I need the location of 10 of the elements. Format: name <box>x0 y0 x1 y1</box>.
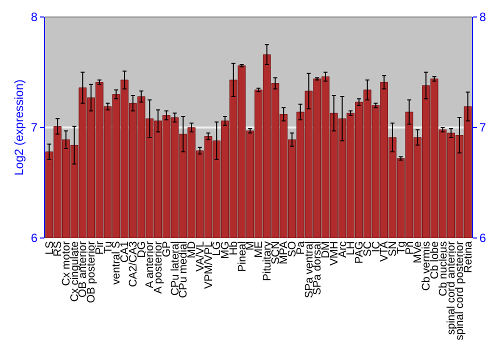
y-axis-title: Log2 (expression) <box>12 79 26 176</box>
y-tick-label: 7 <box>30 120 38 135</box>
y-tick-label: 6 <box>30 231 38 246</box>
x-tick-label: Pituitary <box>261 240 274 281</box>
y-tick-label: 8 <box>30 10 38 24</box>
y2-tick-label: 6 <box>479 231 486 246</box>
x-tick-label: Retina <box>462 240 474 273</box>
y2-tick-label: 8 <box>479 10 486 24</box>
y2-tick-label: 7 <box>479 120 486 135</box>
x-tick-label: Tg <box>395 241 408 254</box>
